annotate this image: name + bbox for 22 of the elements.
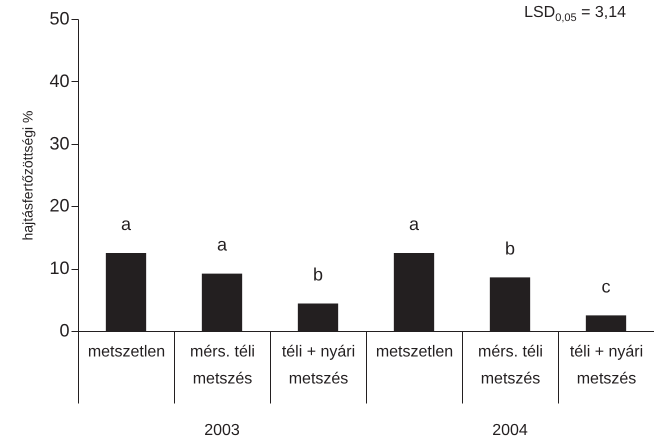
y-tick-label: 30: [49, 133, 70, 154]
x-tick-label: téli + nyári metszés: [282, 344, 356, 388]
data-label: c: [602, 276, 610, 296]
data-label: a: [216, 234, 228, 255]
text: 2004: [492, 422, 528, 439]
data-label: b: [504, 238, 516, 258]
x-tick-label: téli + nyári metszés: [570, 344, 644, 388]
x-tick-label: mérs. téli metszés: [478, 344, 543, 388]
annotation: LSD$_{0,05}$ = 3,14: [524, 4, 626, 24]
y-tick-label: 10: [49, 258, 70, 278]
y-axis-title: hajtásfertőzöttségi %: [19, 110, 36, 240]
x-tick-label: metszetlen: [376, 344, 454, 360]
y-tick-label: 40: [49, 70, 70, 91]
data-label: b: [312, 264, 324, 285]
y-tick-label: 50: [49, 8, 70, 28]
text: 2003: [204, 422, 240, 439]
y-tick-label: 0: [59, 320, 70, 340]
x-tick-label: metszetlen: [88, 344, 166, 360]
data-label: a: [408, 214, 420, 234]
y-tick-label: 20: [49, 196, 70, 216]
x-tick-label: mérs. téli metszés: [190, 344, 255, 388]
data-label: a: [120, 214, 132, 234]
